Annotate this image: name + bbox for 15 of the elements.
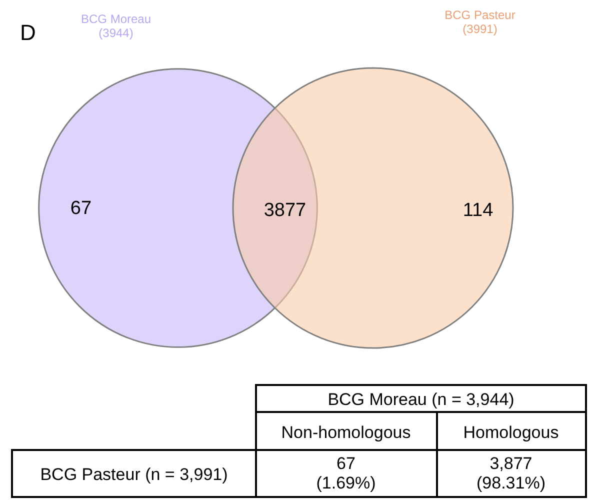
text: 3877 <box>264 200 306 221</box>
data-label: (3991) <box>462 22 498 36</box>
text: D <box>20 20 36 45</box>
text: BCG Moreau (n = 3,944) <box>328 390 514 409</box>
text: Homologous <box>463 423 559 442</box>
text: Non-homologous <box>281 423 411 442</box>
text: 3,877 (98.31%) <box>476 454 546 493</box>
text: BCG Pasteur (n = 3,991) <box>40 465 228 484</box>
text: 67 <box>336 454 356 473</box>
category-label: BCG Moreau <box>80 12 152 26</box>
data-label: (3944) <box>98 26 134 40</box>
text: 114 <box>462 200 494 221</box>
category-label: BCG Pasteur <box>444 8 516 22</box>
text: (1.69%) <box>316 474 376 493</box>
text: 67 <box>70 198 92 219</box>
